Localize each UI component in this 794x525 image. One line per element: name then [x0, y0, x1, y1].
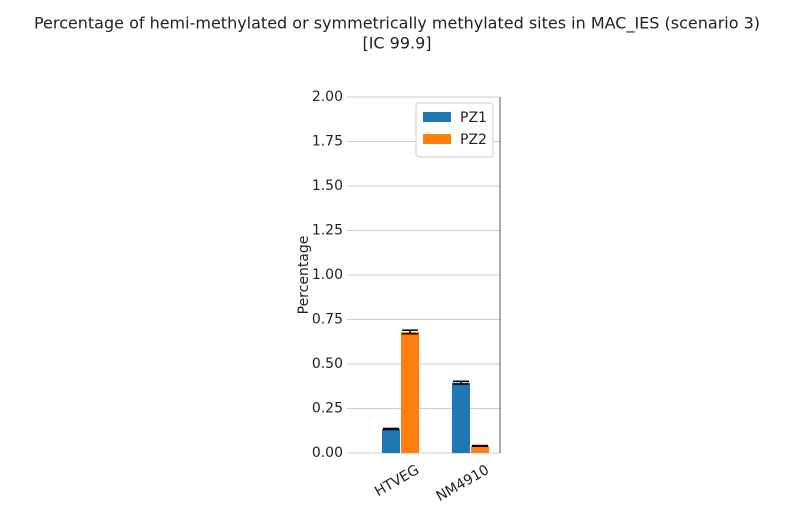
- y-tick-label: 2.00: [312, 89, 343, 105]
- y-tick-label: 1.00: [312, 267, 343, 283]
- chart-title: Percentage of hemi-methylated or symmetr…: [34, 14, 760, 34]
- bar: [382, 428, 400, 453]
- y-tick-label: 1.25: [312, 223, 343, 239]
- legend-swatch: [423, 134, 451, 144]
- y-tick-label: 1.50: [312, 178, 343, 194]
- y-axis-label: Percentage: [296, 236, 312, 315]
- bar: [401, 331, 419, 453]
- x-tick-label: HTVEG: [372, 462, 422, 500]
- y-tick-label: 0.50: [312, 356, 343, 372]
- legend-swatch: [423, 112, 451, 122]
- bar: [471, 445, 489, 453]
- legend-label: PZ1: [460, 110, 487, 126]
- bar: [452, 382, 470, 453]
- y-tick-label: 0.75: [312, 312, 343, 328]
- y-tick-label: 1.75: [312, 134, 343, 150]
- y-tick-label: 0.25: [312, 401, 343, 417]
- legend-label: PZ2: [460, 132, 487, 148]
- y-tick-label: 0.00: [312, 445, 343, 461]
- x-tick-label: NM4910: [434, 462, 492, 505]
- chart-title: [IC 99.9]: [362, 34, 431, 53]
